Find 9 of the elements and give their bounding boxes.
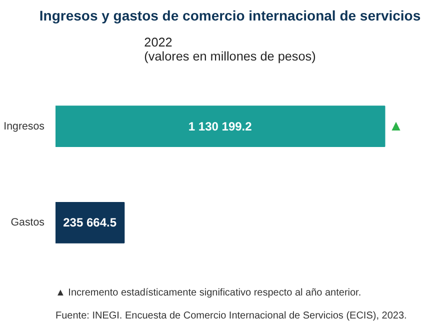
chart-subtitle: 2022 (valores en millones de pesos) [144, 36, 316, 64]
y-tick-label: Ingresos [4, 120, 45, 132]
data-label: 1 130 199.2 [188, 119, 252, 134]
source-note: Fuente: INEGI. Encuesta de Comercio Internacional de Servicios (ECIS), 2023. [56, 310, 407, 322]
y-tick-label: Gastos [10, 216, 45, 229]
chart-title: Ingresos y gastos de comercio internacional de servicios [39, 8, 421, 24]
annotation: ▲ [388, 118, 404, 134]
data-label: 235 664.5 [63, 216, 117, 230]
text: ▲ Incremento estadísticamente significativo respecto al año anterior. [56, 288, 362, 298]
